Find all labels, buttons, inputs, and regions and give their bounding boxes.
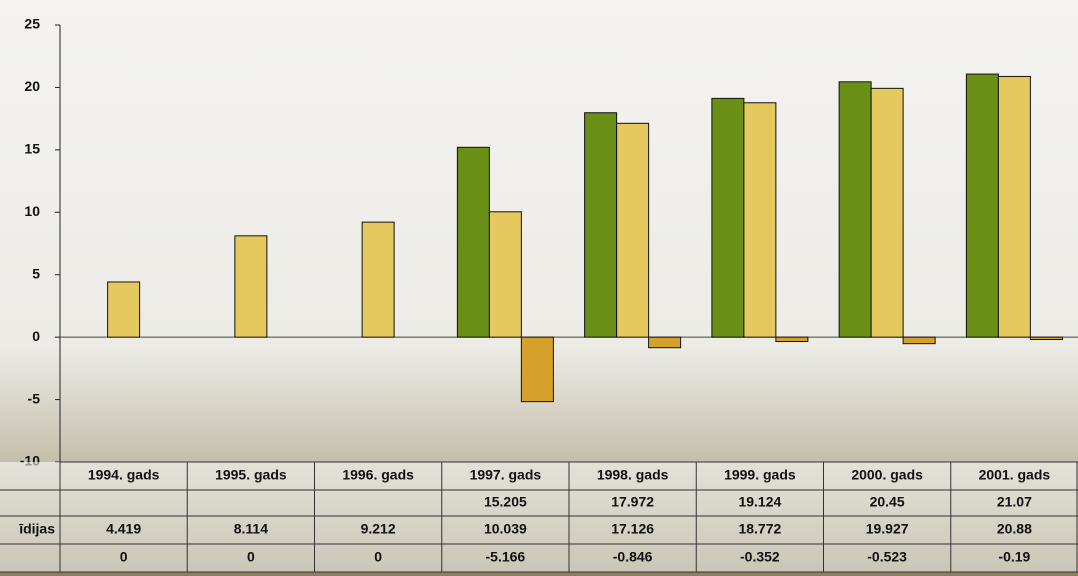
y-tick-label: 25 [24,16,40,32]
x-tick-label: 1998. gads [597,467,669,483]
table-cell: -0.523 [867,549,907,565]
bar [712,98,744,337]
bar [521,337,553,402]
bar [362,222,394,337]
table-cell: 18.772 [738,521,781,537]
x-tick-label: 2000. gads [851,467,923,483]
y-tick-label: 20 [24,78,40,94]
bar [966,74,998,337]
x-tick-label: 1996. gads [342,467,414,483]
y-tick-label: 0 [32,328,40,344]
y-tick-label: -5 [28,390,41,406]
chart: -10-505101520251994. gads4.41901995. gad… [0,0,1078,576]
table-cell: 19.927 [866,521,909,537]
bar [649,337,681,348]
table-cell: -5.166 [486,549,526,565]
y-tick-label: 15 [24,141,40,157]
bar [744,103,776,337]
table-cell: 17.972 [611,494,654,510]
table-cell: 19.124 [738,494,781,510]
table-cell: 4.419 [106,521,141,537]
bar [585,113,617,337]
table-cell: 8.114 [234,521,268,537]
legend-label: īdijas [18,521,55,537]
bar [617,123,649,337]
table-cell: -0.19 [998,549,1030,565]
x-tick-label: 1999. gads [724,467,796,483]
table-cell: 20.45 [870,494,905,510]
bar [871,88,903,337]
bar [457,147,489,337]
table-cell: 0 [374,549,382,565]
y-tick-label: 5 [32,265,40,281]
bar [903,337,935,344]
table-cell: 17.126 [611,521,654,537]
table-cell: 15.205 [484,494,527,510]
bar [998,76,1030,337]
table-cell: 9.212 [361,521,396,537]
bar [489,212,521,337]
table-cell: 0 [247,549,255,565]
bar [235,236,267,337]
x-tick-label: 1995. gads [215,467,287,483]
table-cell: 10.039 [484,521,527,537]
table-cell: 21.07 [997,494,1032,510]
bar [1030,337,1062,339]
table-cell: 20.88 [997,521,1032,537]
x-tick-label: 1994. gads [88,467,160,483]
bar [776,337,808,341]
bar [839,82,871,337]
x-tick-label: 1997. gads [470,467,542,483]
table-cell: 0 [120,549,128,565]
table-cell: -0.846 [613,549,653,565]
bar [108,282,140,337]
x-tick-label: 2001. gads [979,467,1051,483]
y-tick-label: 10 [24,203,40,219]
table-cell: -0.352 [740,549,780,565]
